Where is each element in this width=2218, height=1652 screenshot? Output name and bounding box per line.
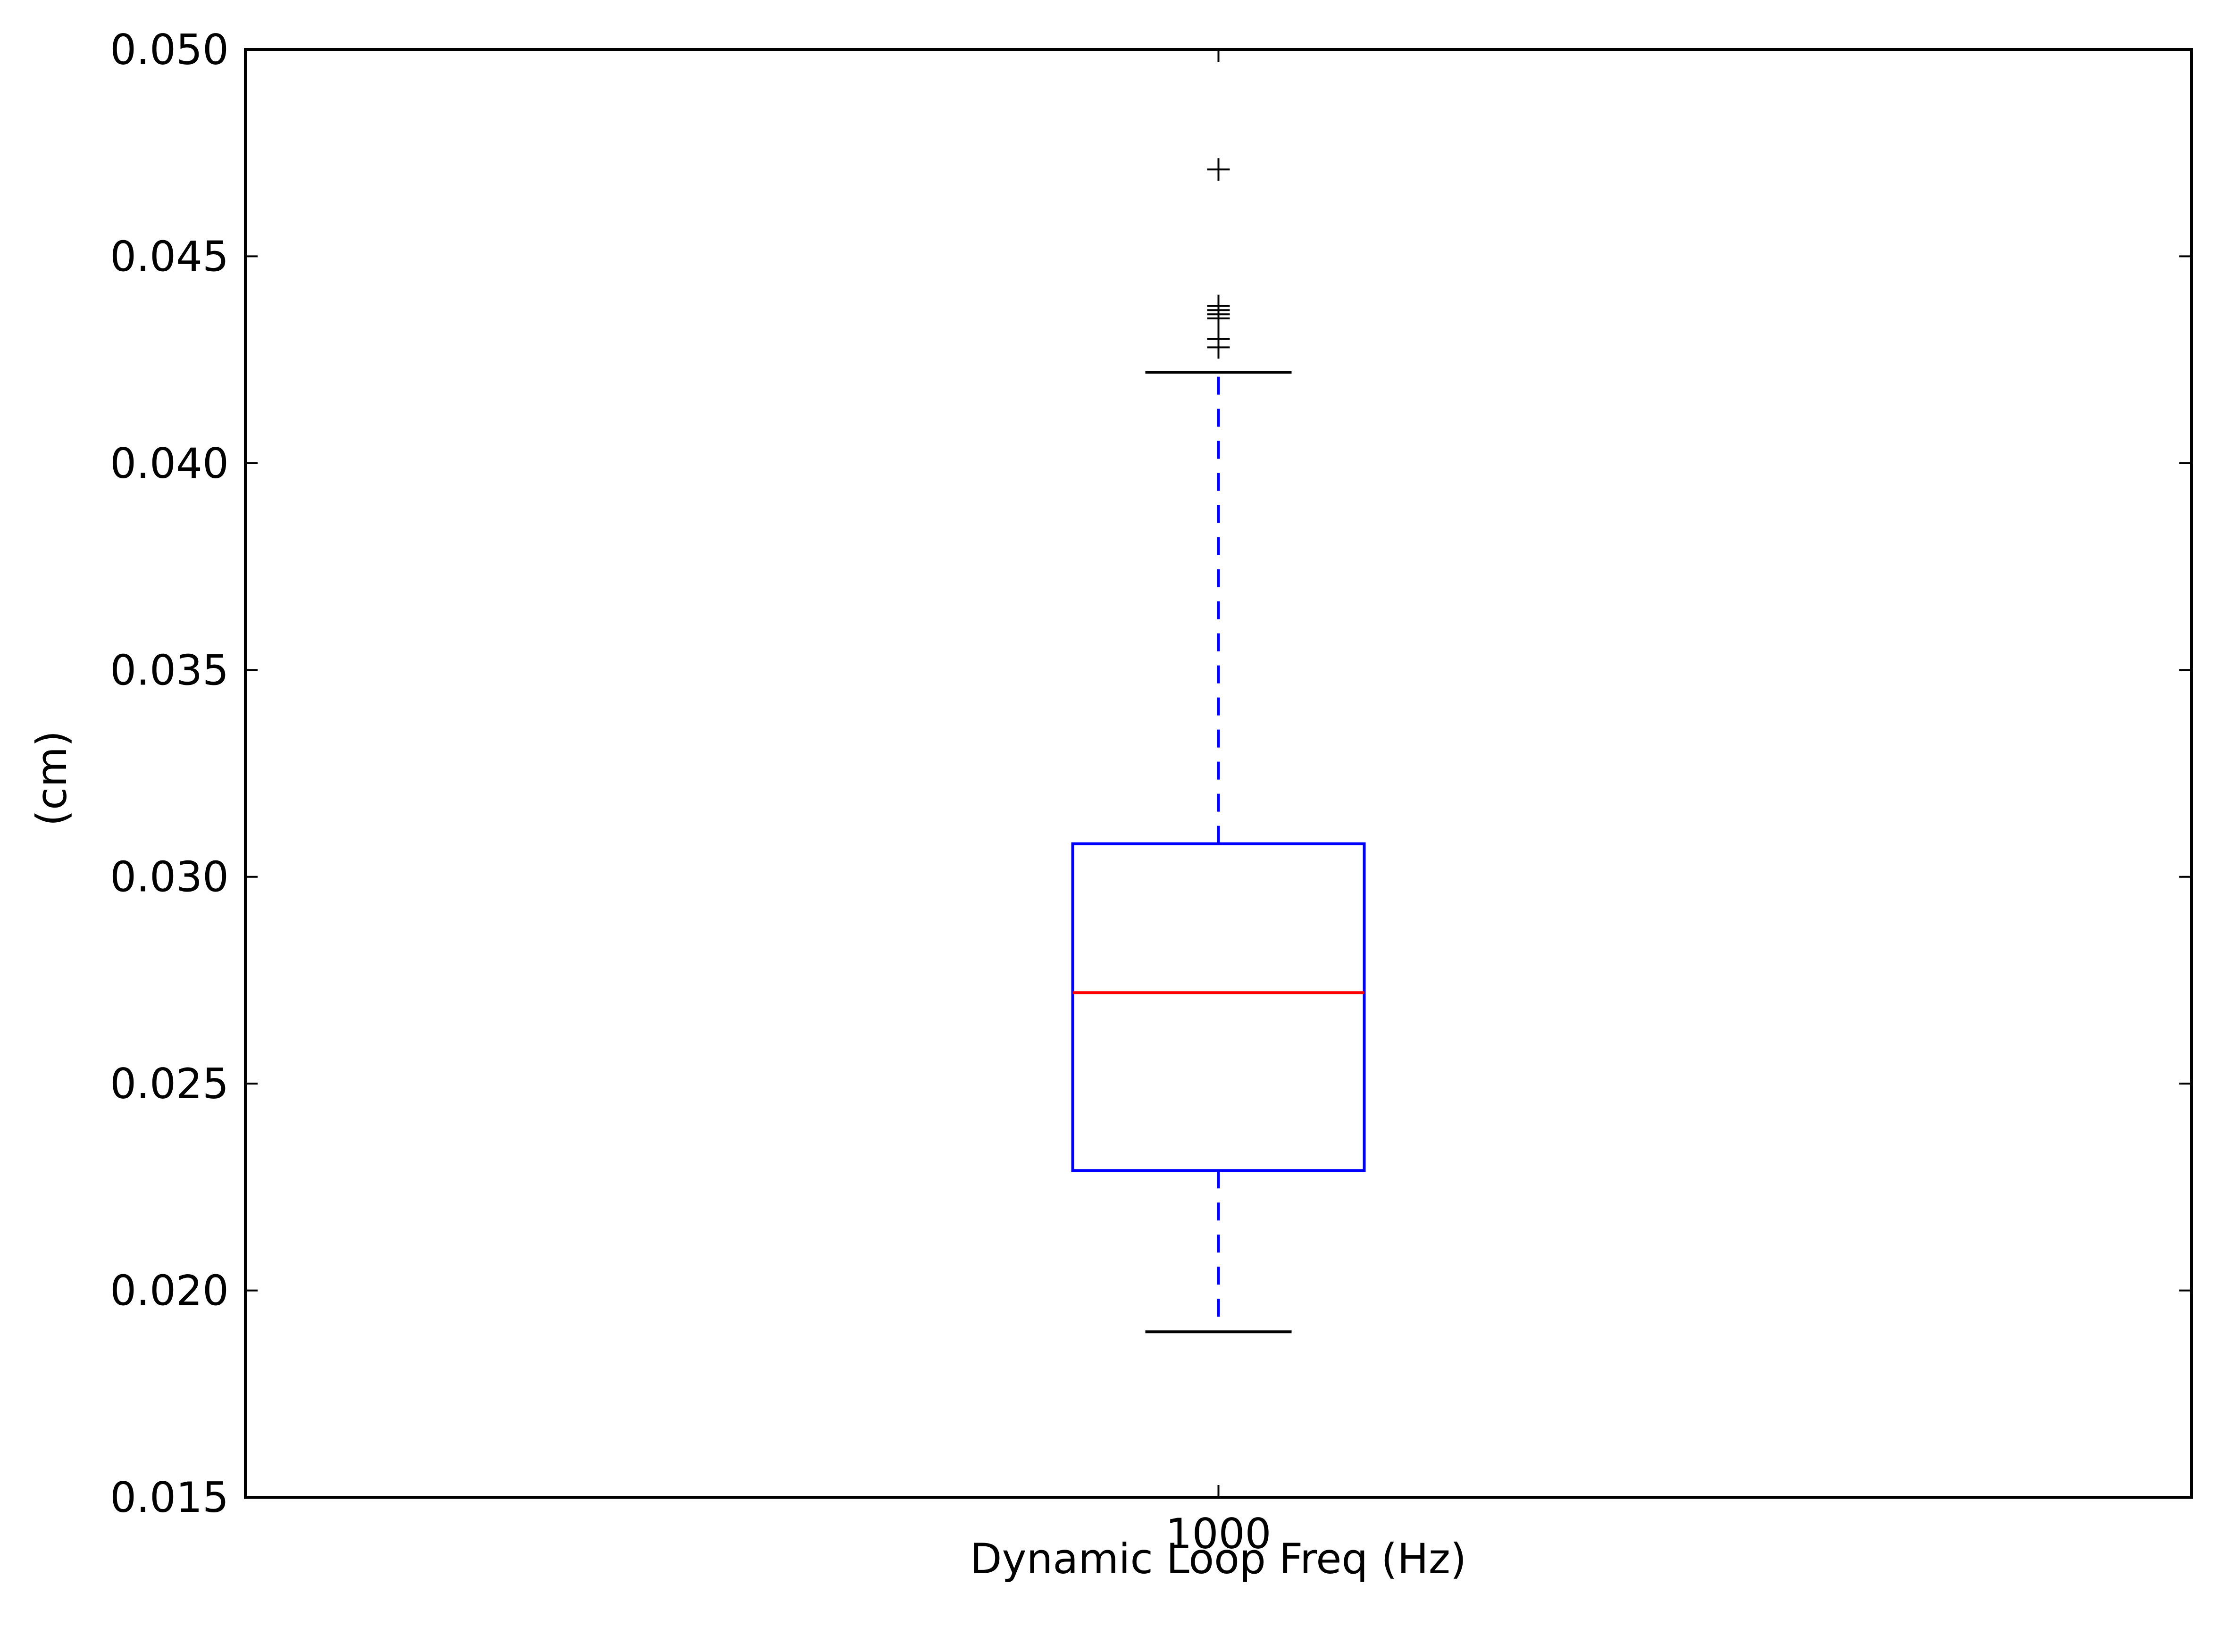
outlier-point <box>1207 158 1230 181</box>
y-tick-label: 0.020 <box>110 1267 229 1315</box>
y-tick-label: 0.050 <box>110 25 229 74</box>
y-tick-label: 0.040 <box>110 439 229 488</box>
outlier-point <box>1207 327 1230 350</box>
y-tick-label: 0.025 <box>110 1060 229 1108</box>
y-tick-label: 0.015 <box>110 1473 229 1522</box>
y-axis-ticks: 0.015 0.020 0.025 0.030 0.035 0.040 0.045 0.050 <box>110 25 2192 1522</box>
box-marks <box>1071 158 1366 1334</box>
x-axis-label: Dynamic Loop Freq (Hz) <box>970 1535 1467 1583</box>
iqr-box <box>1071 842 1366 1172</box>
y-axis-label: (cm) <box>27 731 76 826</box>
outlier-point <box>1207 294 1230 317</box>
x-axis-ticks: 1000 <box>1166 50 1272 1558</box>
y-tick-label: 0.035 <box>110 646 229 694</box>
x-tick-label: 1000 <box>1166 1510 1272 1558</box>
y-tick-label: 0.045 <box>110 232 229 281</box>
y-tick-label: 0.030 <box>110 853 229 901</box>
